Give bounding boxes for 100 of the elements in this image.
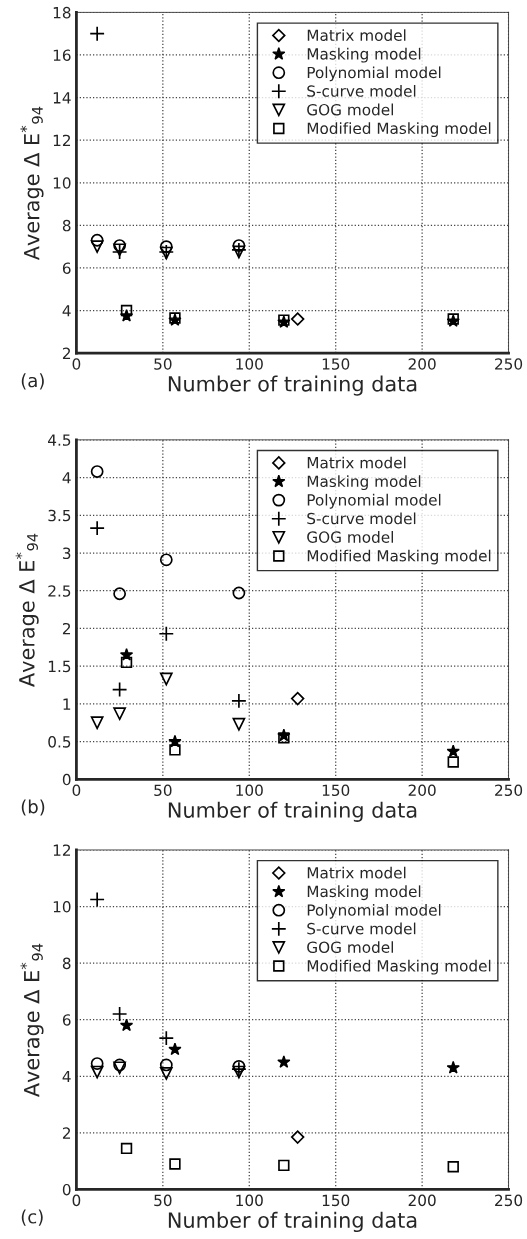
point	[90, 1057, 104, 1070]
legend-label: Polynomial model	[307, 66, 441, 82]
legend-label: Matrix model	[307, 866, 406, 879]
point	[159, 672, 173, 686]
point	[232, 586, 246, 600]
legend-label: GOG model	[307, 103, 393, 116]
y-tick-label: 2	[62, 347, 71, 359]
y-tick-label: 2	[62, 1127, 71, 1139]
point	[446, 1060, 460, 1074]
legend-label: S-curve model	[307, 512, 416, 525]
y-tick-label: 4.5	[48, 434, 71, 446]
legend-label: Masking model	[307, 475, 421, 491]
y-tick-label: 6	[62, 1014, 71, 1026]
point	[111, 681, 128, 698]
legend-label: Modified Masking model	[307, 959, 491, 975]
y-tick-label: 6	[62, 262, 71, 274]
y-axis-title: Average Δ E$^{*}$$_{94}$	[15, 533, 39, 687]
point	[119, 1018, 134, 1032]
point	[159, 240, 173, 254]
point	[159, 553, 173, 567]
point	[113, 707, 127, 721]
x-tick-label: 250	[495, 784, 523, 797]
y-tick-label: 0	[62, 1183, 71, 1196]
point	[89, 891, 105, 908]
point	[90, 1065, 104, 1079]
point	[290, 1130, 305, 1144]
point	[277, 1055, 291, 1068]
point	[232, 1059, 246, 1073]
y-tick-label: 12	[53, 134, 71, 146]
point	[113, 239, 127, 252]
legend-label: Matrix model	[307, 29, 406, 42]
x-tick-label: 200	[408, 358, 436, 370]
y-tick-label: 4	[62, 472, 71, 484]
point	[111, 1006, 128, 1022]
text: (b)	[21, 799, 45, 816]
y-tick-label: 10	[53, 177, 71, 189]
y-tick-label: 18	[53, 6, 71, 19]
x-tick-label: 50	[154, 358, 172, 370]
y-tick-label: 0.5	[48, 736, 71, 748]
text: (a)	[21, 373, 44, 390]
point	[159, 1058, 173, 1072]
point	[90, 716, 104, 730]
point	[90, 233, 104, 247]
y-tick-label: 1.5	[48, 660, 71, 673]
point	[232, 1065, 246, 1079]
legend-label: Polynomial model	[307, 493, 441, 509]
point	[120, 304, 133, 317]
legend-label: Polynomial model	[307, 903, 441, 919]
x-tick-label: 200	[408, 784, 436, 797]
x-axis-title: Number of training data	[168, 1211, 417, 1233]
x-tick-label: 200	[408, 1194, 436, 1207]
text: (c)	[21, 1209, 43, 1226]
point	[158, 625, 175, 642]
point	[90, 465, 104, 478]
x-tick-label: 0	[72, 1194, 81, 1207]
x-tick-label: 250	[495, 358, 523, 370]
x-tick-label: 50	[154, 1194, 172, 1207]
x-tick-label: 150	[322, 784, 350, 797]
y-tick-label: 12	[53, 844, 71, 856]
x-axis-title: Number of training data	[168, 375, 417, 396]
point	[169, 1158, 181, 1170]
y-tick-label: 8	[62, 219, 71, 232]
y-tick-label: 10	[53, 901, 71, 913]
legend-label: GOG model	[307, 941, 393, 954]
x-tick-label: 150	[322, 358, 350, 370]
y-tick-label: 14	[53, 92, 71, 104]
point	[278, 732, 290, 744]
x-tick-label: 150	[322, 1194, 350, 1207]
y-tick-label: 4	[62, 1070, 71, 1083]
legend-label: GOG model	[307, 531, 393, 543]
point	[446, 744, 460, 758]
x-tick-label: 250	[495, 1194, 523, 1207]
y-axis-title: Average Δ E$^{*}$$_{94}$	[20, 106, 44, 261]
legend-label: Modified Masking model	[307, 549, 491, 565]
point	[113, 587, 127, 601]
point	[278, 1159, 290, 1172]
legend-label: Masking model	[307, 885, 421, 901]
y-tick-label: 3	[63, 547, 71, 560]
legend-label: S-curve model	[307, 85, 416, 97]
point	[232, 239, 246, 252]
x-tick-label: 100	[236, 784, 263, 797]
point	[231, 693, 247, 709]
point	[159, 1067, 173, 1080]
point	[89, 25, 105, 42]
point	[90, 240, 104, 254]
x-axis-title: Number of training data	[168, 801, 417, 822]
point	[158, 1030, 175, 1046]
point	[290, 691, 305, 706]
x-tick-label: 100	[236, 1194, 263, 1207]
x-tick-label: 50	[154, 784, 172, 797]
y-tick-label: 0	[62, 773, 71, 786]
point	[447, 756, 459, 768]
y-tick-label: 16	[53, 49, 71, 61]
y-tick-label: 8	[62, 957, 71, 970]
point	[290, 312, 305, 326]
point	[120, 1142, 133, 1155]
point	[89, 520, 105, 536]
point	[447, 1161, 459, 1173]
point	[168, 1042, 182, 1056]
point	[120, 656, 133, 669]
